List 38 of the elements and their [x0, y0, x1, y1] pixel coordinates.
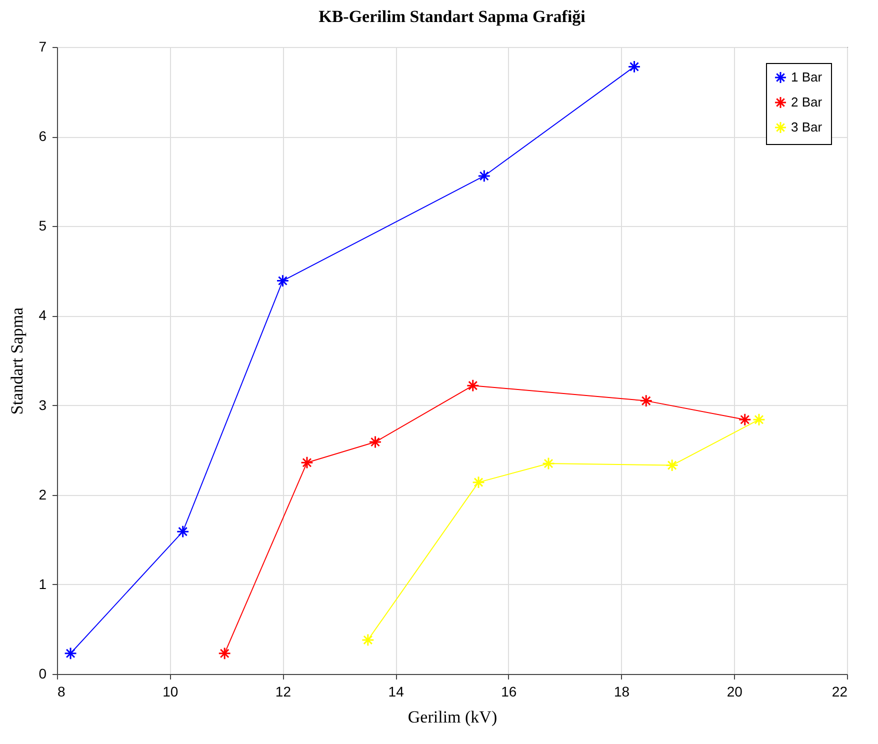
legend-label: 2 Bar [791, 94, 823, 110]
x-tick-label: 16 [501, 684, 517, 700]
point [276, 274, 290, 288]
x-tick-label: 8 [58, 684, 66, 700]
point [472, 476, 485, 489]
x-tick-label: 14 [388, 684, 404, 700]
chart-title: KB-Gerilim Standart Sapma Grafiği [318, 7, 586, 26]
point [542, 457, 555, 470]
point [752, 413, 766, 426]
x-tick-label: 10 [162, 684, 178, 700]
y-tick-label: 3 [38, 396, 47, 413]
y-axis-title: Standart Sapma [8, 306, 27, 415]
point [666, 458, 679, 472]
y-tick-label: 5 [38, 218, 47, 234]
point [64, 646, 77, 660]
x-tick-label: 22 [832, 684, 848, 700]
point [628, 60, 641, 74]
point [640, 394, 653, 408]
point [738, 413, 752, 426]
x-tick-label: 20 [726, 684, 743, 700]
point [361, 634, 374, 646]
x-tick-label: 18 [614, 684, 630, 700]
y-tick-label: 4 [38, 307, 47, 324]
point [300, 456, 314, 470]
y-tick-label: 7 [38, 38, 47, 54]
y-tick-label: 2 [38, 486, 47, 502]
y-tick-label: 6 [38, 128, 47, 144]
point [368, 436, 382, 448]
point [466, 379, 480, 392]
x-tick-label: 12 [275, 684, 292, 700]
point [218, 646, 232, 660]
x-axis-title: Gerilim (kV) [408, 708, 498, 726]
y-tick-label: 0 [38, 666, 47, 682]
point [176, 525, 190, 538]
legend-label: 3 Bar [791, 120, 823, 134]
point [478, 170, 491, 182]
y-tick-label: 1 [38, 576, 47, 592]
legend-label: 1 Bar [791, 70, 823, 84]
